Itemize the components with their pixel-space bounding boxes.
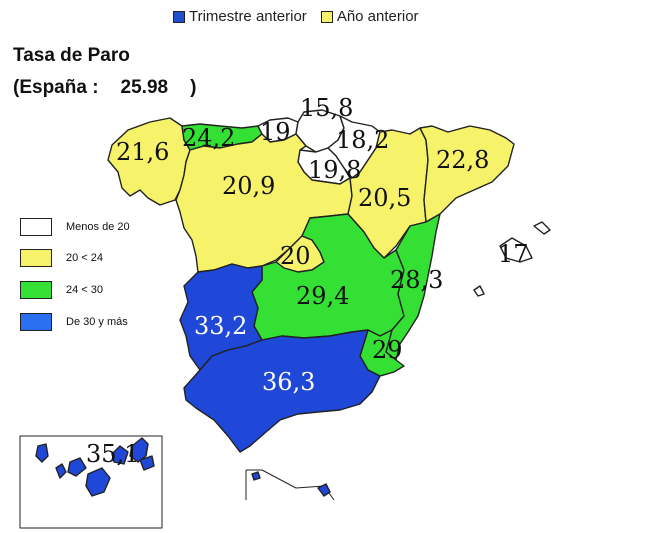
- label-galicia: 21,6: [116, 138, 169, 166]
- label-canarias: 35,1: [86, 440, 139, 468]
- legend-row-menos20: Menos de 20: [20, 218, 130, 236]
- legend-label-30plus: De 30 y más: [66, 316, 128, 328]
- label-castilla-la-mancha: 29,4: [296, 282, 349, 310]
- subtitle-prefix: (España :: [13, 77, 99, 98]
- label-baleares: 17: [498, 240, 529, 268]
- label-madrid: 20: [280, 242, 311, 270]
- page-subtitle: (España : 25.98): [13, 77, 196, 99]
- region-cataluna[interactable]: [419, 125, 515, 223]
- legend-label-ano: Año anterior: [336, 8, 419, 25]
- legend-row-20-24: 20 < 24: [20, 249, 103, 267]
- swatch-ano-anterior: [320, 10, 333, 23]
- legend-box-blue: [20, 313, 52, 331]
- label-asturias: 24,2: [182, 124, 235, 152]
- page-title: Tasa de Paro: [13, 45, 130, 66]
- swatch-trimestre-anterior: [173, 10, 185, 23]
- label-andalucia: 36,3: [262, 368, 315, 396]
- label-la-rioja: 19,8: [308, 156, 361, 184]
- subtitle-value: 25.98: [120, 77, 169, 98]
- legend-label-20-24: 20 < 24: [66, 252, 104, 264]
- legend-box-green: [20, 281, 52, 299]
- label-castilla-leon: 20,9: [222, 172, 275, 200]
- region-andalucia[interactable]: [183, 329, 381, 453]
- region-valencia[interactable]: [385, 213, 441, 361]
- legend-box-white: [20, 218, 52, 236]
- canarias-frame: [19, 435, 163, 529]
- legend-item-trimestre: Trimestre anterior: [173, 8, 307, 25]
- label-extremadura: 33,2: [194, 312, 247, 340]
- region-melilla[interactable]: [317, 483, 331, 497]
- legend-label-trimestre: Trimestre anterior: [189, 8, 307, 25]
- label-murcia: 29: [372, 336, 403, 364]
- legend-box-yellow: [20, 249, 52, 267]
- region-baleares[interactable]: [473, 221, 551, 297]
- region-canarias[interactable]: [35, 437, 155, 497]
- legend-label-24-30: 24 < 30: [66, 284, 104, 296]
- label-aragon: 20,5: [358, 184, 411, 212]
- label-pais-vasco: 15,8: [300, 94, 353, 122]
- subtitle-suffix: ): [190, 77, 197, 98]
- label-cantabria: 19: [260, 118, 291, 146]
- label-navarra: 18,2: [336, 126, 389, 154]
- legend-label-menos20: Menos de 20: [66, 221, 130, 233]
- legend-top: Trimestre anterior Año anterior: [173, 8, 419, 25]
- legend-item-ano: Año anterior: [320, 8, 419, 25]
- label-cataluna: 22,8: [436, 146, 489, 174]
- label-valencia: 28,3: [390, 266, 443, 294]
- legend-row-24-30: 24 < 30: [20, 281, 103, 299]
- region-ceuta[interactable]: [251, 471, 261, 481]
- legend-row-30plus: De 30 y más: [20, 313, 128, 331]
